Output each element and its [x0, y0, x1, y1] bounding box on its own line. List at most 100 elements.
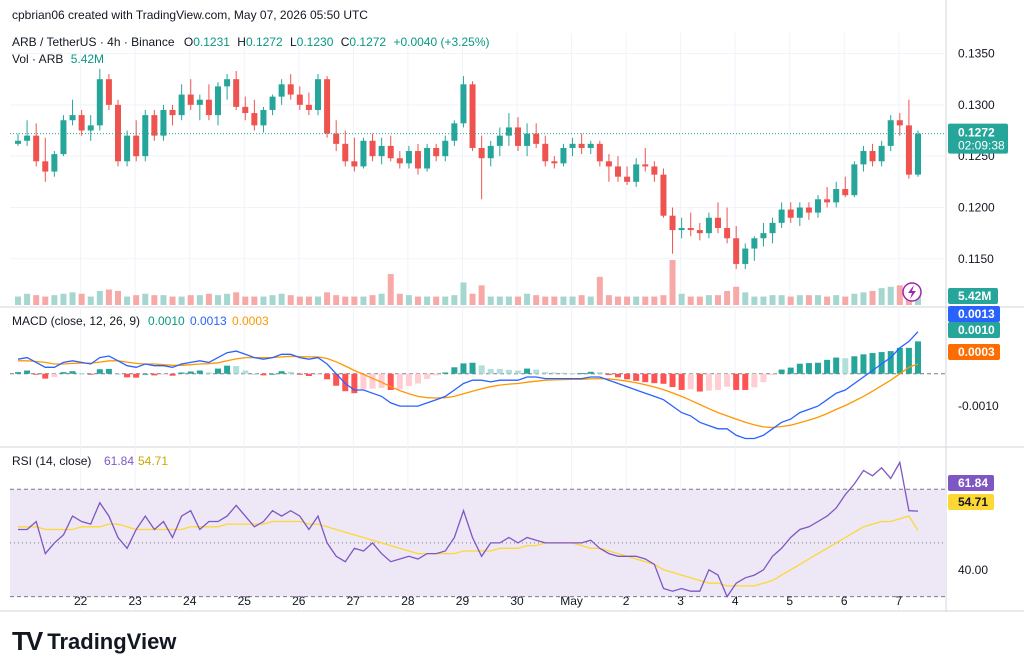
time-tick-label: 2: [623, 594, 630, 608]
last-price-badge: [948, 123, 1008, 154]
candle-body: [69, 115, 76, 121]
macd-histogram-bar: [324, 373, 331, 380]
volume-bar: [587, 296, 594, 305]
candle-body: [187, 94, 194, 105]
volume-bar: [769, 295, 776, 305]
volume-bar: [424, 296, 431, 305]
candle-body: [405, 151, 412, 164]
volume-bar: [833, 295, 840, 305]
volume-bar: [660, 295, 667, 305]
macd-histogram-bar: [605, 373, 612, 376]
candle-body: [878, 145, 885, 162]
macd-histogram-bar: [87, 373, 94, 375]
candle-body: [696, 230, 703, 234]
candle-body: [324, 79, 331, 134]
candle-body: [660, 174, 667, 216]
volume-bar: [260, 296, 267, 305]
macd-badge-label: 0.0013: [958, 307, 995, 321]
candle-body: [869, 151, 876, 162]
macd-histogram-bar: [860, 354, 867, 374]
macd-histogram-bar: [660, 373, 667, 384]
volume-bar: [805, 295, 812, 305]
tradingview-logo[interactable]: TV TradingView: [12, 626, 176, 657]
tradingview-logo-text: TradingView: [47, 628, 177, 654]
macd-histogram-bar: [587, 371, 594, 374]
candle-body: [651, 166, 658, 175]
macd-histogram-bar: [433, 373, 440, 376]
price-tick-label: 0.1350: [958, 47, 995, 61]
macd-histogram-bar: [451, 367, 458, 374]
macd-histogram-bar: [669, 373, 676, 388]
candle-body: [260, 109, 267, 126]
macd-histogram-bar: [396, 373, 403, 390]
time-tick-label: 4: [732, 594, 739, 608]
volume-bar: [678, 293, 685, 305]
candle-body: [715, 217, 721, 229]
macd-histogram-bar: [633, 373, 640, 381]
volume-value: 5.42M: [70, 52, 105, 66]
macd-histogram-bar: [287, 371, 294, 374]
macd-histogram-bar: [442, 372, 449, 374]
candle-body: [733, 238, 740, 264]
macd-histogram-bar: [742, 373, 749, 390]
volume-bar: [815, 295, 821, 305]
macd-signal-badge: [948, 344, 1000, 360]
candle-body: [624, 176, 631, 182]
macd-line: [17, 331, 919, 440]
macd-histogram-bar: [215, 368, 221, 374]
candle-body: [315, 79, 321, 110]
candle-body: [760, 233, 767, 239]
macd-histogram-bar: [233, 365, 240, 374]
candle-body: [233, 79, 240, 107]
volume-bar: [887, 286, 894, 305]
time-tick-label: 28: [401, 594, 415, 608]
macd-histogram-bar: [505, 369, 512, 374]
volume-bar: [760, 296, 767, 305]
macd-legend-macd: 0.0013: [190, 314, 227, 328]
volume-bar: [242, 296, 249, 305]
candle-body: [215, 86, 221, 116]
volume-bar: [796, 295, 803, 305]
symbol-legend: ARB / TetherUS · 4h · Binance O0.1231 H0…: [12, 35, 490, 49]
tradingview-logo-mark: TV: [12, 626, 43, 656]
rsi-ma-badge: [948, 494, 994, 510]
volume-bar: [442, 296, 449, 305]
candle-body: [678, 228, 685, 231]
macd-histogram-bar: [842, 358, 849, 374]
macd-histogram-bar: [560, 372, 567, 374]
time-tick-label: 3: [677, 594, 684, 608]
candle-body: [87, 125, 94, 131]
candle-body: [524, 133, 531, 146]
candle-body: [751, 238, 758, 249]
candle-body: [533, 133, 540, 144]
candle-body: [205, 99, 212, 116]
time-tick-label: 6: [841, 594, 848, 608]
macd-histogram-bar: [542, 372, 549, 374]
candle-body: [269, 96, 276, 110]
time-tick-label: 25: [238, 594, 252, 608]
volume-bar: [615, 296, 621, 305]
volume-bar: [724, 290, 731, 305]
volume-bar: [115, 290, 121, 305]
candle-body: [142, 115, 149, 157]
volume-bar: [296, 296, 303, 305]
candle-body: [33, 135, 40, 162]
candle-body: [687, 228, 694, 231]
macd-histogram-bar: [151, 373, 158, 376]
volume-bar: [642, 296, 649, 305]
volume-badge: [948, 288, 998, 304]
macd-histogram-bar: [369, 373, 376, 389]
last-price-label: 0.1272: [958, 126, 995, 140]
macd-histogram-bar: [696, 373, 703, 392]
candle-body: [396, 158, 403, 164]
high-label: H: [237, 35, 246, 49]
volume-bar: [251, 296, 258, 305]
macd-histogram-bar: [515, 370, 521, 374]
macd-histogram-bar: [833, 357, 840, 374]
volume-bar: [851, 293, 858, 305]
time-tick-label: 30: [510, 594, 524, 608]
macd-histogram-bar: [242, 370, 249, 374]
volume-bar: [287, 295, 294, 305]
open-value: 0.1231: [193, 35, 230, 49]
